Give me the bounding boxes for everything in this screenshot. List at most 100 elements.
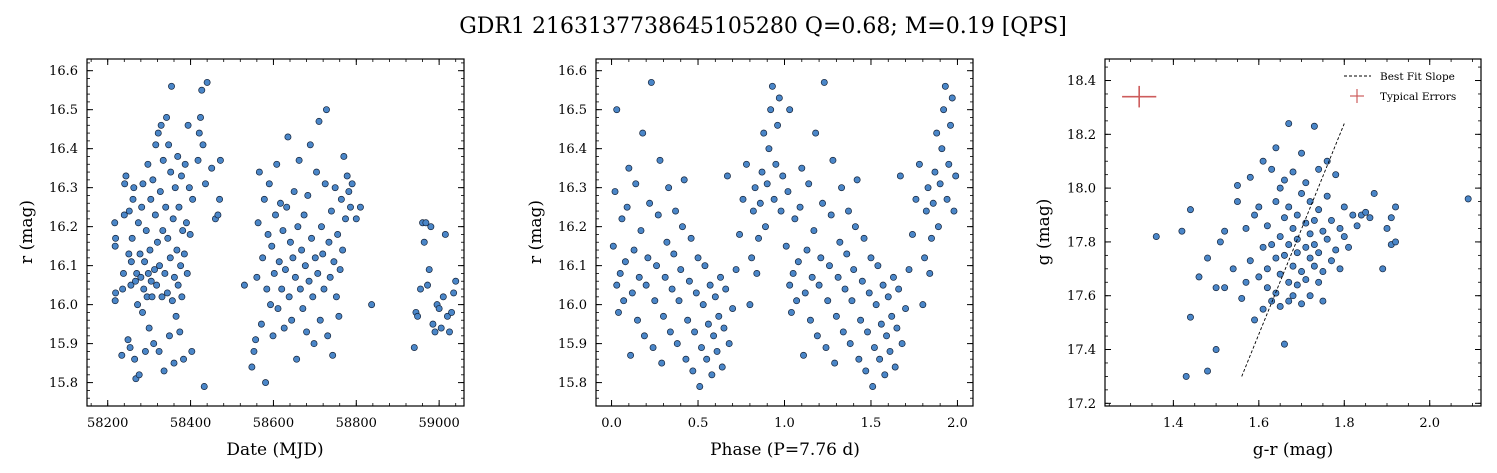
- data-point: [414, 312, 422, 320]
- data-point: [1281, 176, 1288, 184]
- data-point: [157, 121, 165, 129]
- data-point: [295, 156, 303, 164]
- x-tick-label: 1.6: [1248, 416, 1269, 431]
- data-point: [147, 195, 155, 203]
- data-point: [725, 340, 733, 348]
- data-point: [1234, 198, 1241, 206]
- data-point: [1293, 249, 1301, 257]
- x-tick-label: 58600: [253, 416, 294, 431]
- data-point: [1392, 238, 1399, 246]
- data-point: [195, 129, 203, 137]
- data-point: [720, 324, 728, 332]
- data-point: [180, 250, 188, 258]
- phase-points: [609, 78, 960, 390]
- data-point: [1293, 211, 1301, 219]
- data-point: [810, 227, 818, 235]
- data-point: [839, 328, 847, 336]
- data-point: [940, 106, 948, 114]
- data-point: [170, 359, 178, 367]
- data-point: [1276, 303, 1284, 310]
- data-point: [947, 121, 954, 129]
- data-point: [679, 223, 686, 231]
- x-tick-label: 0.5: [688, 416, 709, 431]
- data-point: [1315, 206, 1323, 214]
- data-point: [314, 269, 322, 277]
- data-point: [111, 219, 119, 227]
- data-point: [794, 258, 802, 266]
- data-point: [146, 246, 154, 254]
- data-point: [938, 145, 946, 153]
- data-point: [666, 328, 674, 336]
- data-point: [172, 312, 180, 320]
- data-point: [337, 195, 345, 203]
- data-point: [786, 281, 794, 289]
- data-point: [352, 215, 360, 223]
- data-point: [931, 168, 939, 176]
- data-point: [639, 129, 647, 137]
- data-point: [167, 168, 175, 176]
- data-point: [634, 316, 641, 324]
- data-point: [132, 277, 139, 285]
- data-point: [698, 344, 705, 351]
- data-point: [151, 266, 158, 273]
- data-point: [836, 238, 844, 246]
- data-point: [896, 172, 904, 180]
- data-point: [637, 227, 645, 235]
- y-tick-label: 17.2: [1067, 397, 1096, 412]
- data-point: [437, 324, 445, 332]
- data-point: [296, 285, 304, 293]
- data-point: [208, 164, 216, 172]
- data-point: [289, 254, 297, 262]
- data-point: [325, 238, 333, 246]
- data-point: [729, 305, 737, 312]
- data-point: [1336, 225, 1344, 232]
- y-tick-label: 16.5: [49, 103, 78, 118]
- data-point: [188, 347, 196, 355]
- data-point: [862, 367, 870, 375]
- data-point: [1306, 292, 1314, 300]
- y-tick-label: 16.1: [558, 259, 587, 274]
- data-point: [263, 285, 271, 293]
- data-point: [886, 347, 894, 355]
- data-point: [762, 223, 769, 231]
- data-point: [281, 266, 289, 273]
- data-point: [646, 199, 654, 207]
- data-point: [653, 262, 660, 270]
- data-point: [306, 141, 314, 149]
- data-point: [270, 269, 278, 277]
- data-point: [922, 207, 930, 215]
- data-point: [293, 355, 301, 363]
- data-point: [156, 262, 163, 270]
- data-point: [165, 141, 173, 149]
- data-point: [1281, 251, 1288, 259]
- data-point: [635, 273, 643, 281]
- data-point: [159, 227, 167, 235]
- data-point: [319, 250, 327, 258]
- data-point: [273, 160, 281, 168]
- data-point: [1272, 254, 1280, 262]
- data-point: [148, 293, 156, 301]
- data-point: [829, 156, 837, 164]
- data-point: [736, 230, 743, 238]
- lightcurve-xlabel: Date (MJD): [226, 440, 323, 460]
- data-point: [936, 180, 944, 188]
- data-point: [933, 129, 941, 137]
- lightcurve-ticks: 58200 58400 58600 58800 59000 15.8 15.9 16.0 16.…: [49, 59, 464, 431]
- data-point: [791, 215, 799, 223]
- data-point: [1298, 190, 1305, 197]
- data-point: [950, 207, 958, 215]
- data-point: [1255, 273, 1263, 281]
- data-point: [166, 254, 174, 262]
- data-point: [203, 78, 211, 86]
- data-point: [879, 281, 887, 289]
- data-point: [298, 246, 306, 254]
- cmd-points: [1152, 120, 1472, 380]
- data-point: [661, 273, 669, 281]
- data-point: [326, 273, 334, 281]
- data-point: [324, 332, 332, 340]
- data-point: [926, 269, 934, 277]
- data-point: [845, 207, 852, 215]
- data-point: [1242, 278, 1250, 286]
- data-point: [1285, 203, 1293, 211]
- data-point: [141, 347, 149, 355]
